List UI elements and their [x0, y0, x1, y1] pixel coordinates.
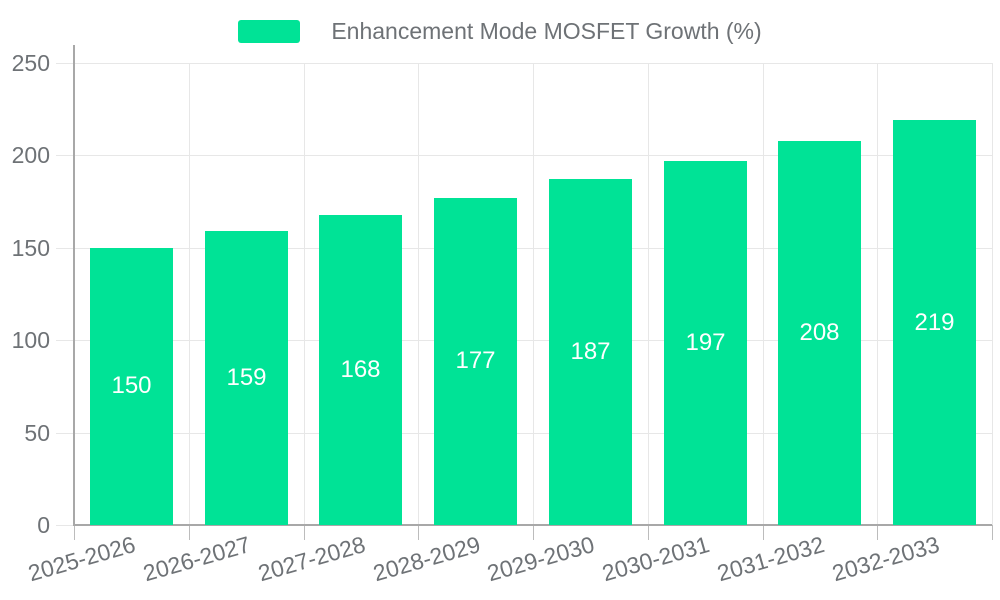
x-axis-label: 2025-2026: [25, 531, 139, 587]
y-axis-label: 100: [11, 327, 50, 353]
x-gridline: [304, 63, 305, 525]
bar-value-label: 168: [340, 356, 381, 383]
y-axis-label: 250: [11, 50, 50, 76]
x-axis-tick: [74, 525, 75, 540]
x-gridline: [533, 63, 534, 525]
x-axis-label: 2027-2028: [255, 531, 369, 587]
y-axis-tick: [56, 433, 74, 434]
bar-value-label: 159: [226, 364, 267, 391]
y-axis-tick: [56, 63, 74, 64]
bar[interactable]: [893, 120, 976, 525]
bar-value-label: 187: [570, 338, 611, 365]
y-axis-tick: [56, 525, 74, 526]
bar[interactable]: [205, 231, 288, 525]
bar[interactable]: [664, 161, 747, 525]
x-gridline: [648, 63, 649, 525]
legend-swatch: [238, 19, 301, 43]
bar-value-label: 150: [111, 372, 152, 399]
x-axis-label: 2029-2030: [484, 531, 598, 587]
y-axis-label: 200: [11, 142, 50, 168]
x-gridline: [877, 63, 878, 525]
bar[interactable]: [90, 248, 173, 525]
x-axis-tick: [763, 525, 764, 540]
y-axis-tick: [56, 248, 74, 249]
legend-label: Enhancement Mode MOSFET Growth (%): [331, 18, 762, 44]
y-axis-label: 0: [37, 512, 50, 538]
y-axis-label: 150: [11, 235, 50, 261]
y-axis-tick: [56, 155, 74, 156]
x-axis-line: [73, 524, 992, 526]
y-axis-label: 50: [24, 420, 50, 446]
bar-value-label: 177: [455, 347, 496, 374]
x-gridline: [992, 63, 993, 525]
x-axis-label: 2026-2027: [140, 531, 254, 587]
bar-value-label: 197: [685, 329, 726, 356]
x-axis-tick: [533, 525, 534, 540]
legend-item[interactable]: Enhancement Mode MOSFET Growth (%): [238, 17, 762, 45]
x-axis-tick: [877, 525, 878, 540]
x-axis-label: 2028-2029: [370, 531, 484, 587]
x-axis-tick: [418, 525, 419, 540]
x-gridline: [763, 63, 764, 525]
bar[interactable]: [549, 179, 632, 525]
legend: Enhancement Mode MOSFET Growth (%): [0, 17, 1000, 45]
bar-value-label: 208: [799, 319, 840, 346]
bar-value-label: 219: [914, 309, 955, 336]
bar[interactable]: [319, 215, 402, 525]
x-axis-tick: [648, 525, 649, 540]
x-axis-label: 2032-2033: [829, 531, 943, 587]
x-axis-tick: [992, 525, 993, 540]
bar[interactable]: [434, 198, 517, 525]
x-axis-label: 2030-2031: [599, 531, 713, 587]
y-axis-line: [73, 45, 75, 525]
x-gridline: [189, 63, 190, 525]
x-axis-label: 2031-2032: [714, 531, 828, 587]
y-axis-tick: [56, 340, 74, 341]
x-axis-tick: [304, 525, 305, 540]
bar[interactable]: [778, 141, 861, 525]
x-gridline: [418, 63, 419, 525]
x-axis-tick: [189, 525, 190, 540]
